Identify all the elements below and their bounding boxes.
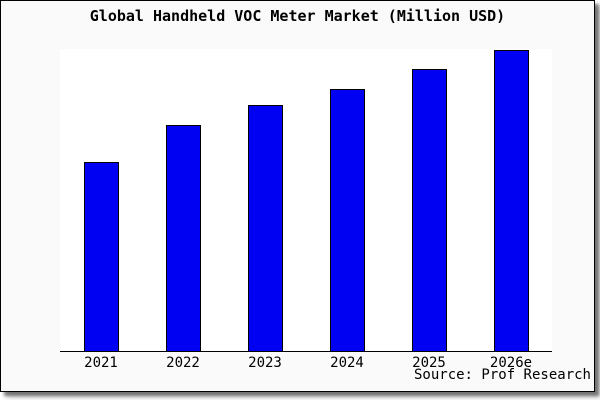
x-axis-label-2023: 2023 [248, 355, 282, 371]
bar-2026e [494, 50, 529, 351]
x-axis-label-2022: 2022 [166, 355, 200, 371]
chart-frame: Global Handheld VOC Meter Market (Millio… [0, 0, 595, 392]
source-label: Source: Prof Research [413, 367, 591, 383]
x-axis-label-2025: 2025 [412, 355, 446, 371]
plot-area [60, 49, 552, 352]
bar-2023 [248, 105, 283, 351]
bar-2024 [330, 89, 365, 351]
chart-title: Global Handheld VOC Meter Market (Millio… [89, 7, 506, 25]
bar-2022 [166, 125, 201, 351]
x-axis-label-2024: 2024 [330, 355, 364, 371]
x-axis-label-2026e: 2026e [489, 355, 533, 371]
x-axis-label-2021: 2021 [84, 355, 118, 371]
bar-2021 [84, 162, 119, 351]
bar-2025 [412, 69, 447, 351]
